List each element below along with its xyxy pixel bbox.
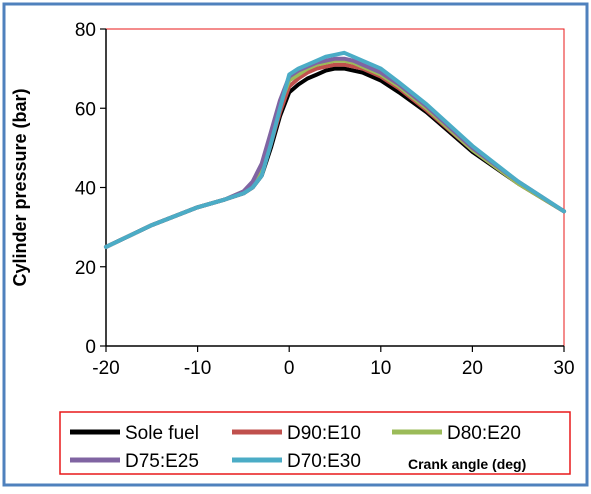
legend-label: D80:E20 (447, 423, 521, 444)
y-axis-label: Cylinder pressure (bar) (10, 88, 30, 286)
x-tick-label: 0 (284, 358, 295, 379)
tick-labels: 0 20 40 60 80 -20 -10 0 10 20 30 (75, 20, 575, 379)
legend-label: D90:E10 (287, 423, 361, 444)
y-tick-label: 0 (85, 337, 96, 358)
series-line-d70-e30 (104, 50, 566, 249)
plot-area (105, 28, 565, 347)
legend-entry: D80:E20 (392, 423, 521, 444)
x-tick-label: 10 (370, 358, 391, 379)
legend-entry: Sole fuel (70, 423, 199, 444)
legend-entry: D75:E25 (70, 451, 199, 472)
series-lines (104, 50, 566, 249)
legend-entry: D70:E30 (232, 451, 361, 472)
x-tick-label: 30 (553, 358, 574, 379)
y-tick-label: 20 (75, 258, 96, 279)
axes (100, 28, 565, 352)
legend-label: D75:E25 (125, 451, 199, 472)
legend-box (59, 411, 571, 475)
y-tick-label: 40 (75, 179, 96, 200)
legend-label: D70:E30 (287, 451, 361, 472)
legend: Sole fuel D90:E10 D80:E20 D75:E25 D70:E30 (70, 423, 521, 472)
x-tick-label: -20 (92, 358, 119, 379)
x-tick-label: -10 (184, 358, 211, 379)
y-tick-label: 60 (75, 99, 96, 120)
x-tick-label: 20 (462, 358, 483, 379)
x-axis-label: Crank angle (deg) (408, 456, 526, 472)
y-tick-label: 80 (75, 20, 96, 41)
legend-label: Sole fuel (125, 423, 199, 444)
legend-entry: D90:E10 (232, 423, 361, 444)
